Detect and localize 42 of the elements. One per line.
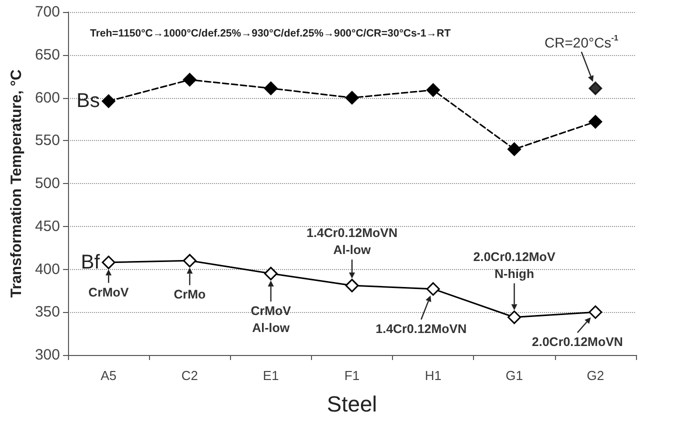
annotation: CrMoV Al-low (250, 304, 292, 336)
point (508, 142, 522, 156)
x-tick-label: G1 (506, 368, 523, 383)
y-axis-title: Transformation Temperature, °C (8, 69, 25, 298)
point (345, 91, 359, 104)
annotation: 2.0Cr0.12MoVN (532, 335, 623, 350)
x-axis-title: Steel (326, 392, 378, 416)
point (508, 310, 522, 324)
x-tick-label: A5 (100, 368, 117, 383)
y-tick-label: 500 (34, 175, 60, 192)
point (102, 256, 116, 270)
y-tick-label: 550 (34, 132, 60, 150)
y-tick-label: 650 (34, 46, 60, 64)
x-tick-label: H1 (424, 368, 442, 383)
annotation: Treh=1150°C→1000°C/def.25%→930°C/def.25%→900°C/CR=30°Cs-1→RT (90, 28, 452, 40)
y-tick-label: 700 (34, 4, 60, 20)
series-label: Bs (76, 90, 100, 112)
point (426, 282, 440, 296)
x-tick-label: E1 (262, 368, 279, 383)
annotation: CrMo (174, 288, 206, 302)
series-label: Bf (80, 251, 100, 274)
annotation: CrMoV (88, 285, 130, 300)
y-tick-label: 600 (34, 89, 60, 106)
point (264, 82, 278, 96)
y-tick-label: 450 (34, 218, 60, 235)
annotation: 2.0Cr0.12MoV N-high (473, 250, 556, 281)
x-tick-label: C2 (181, 368, 198, 383)
point (264, 266, 278, 280)
x-tick-label: G2 (586, 368, 604, 383)
point (426, 83, 440, 97)
y-tick-label: 300 (34, 346, 60, 364)
x-tick-label: F1 (344, 368, 360, 383)
point (345, 278, 359, 292)
y-tick-label: 400 (34, 260, 60, 278)
point (182, 72, 196, 86)
annotation: 1.4Cr0.12MoVN (376, 322, 467, 336)
point (588, 305, 602, 319)
y-tick-label: 350 (34, 304, 60, 321)
annotation: 1.4Cr0.12MoVN Al-low (306, 226, 398, 258)
point (182, 254, 196, 268)
point (588, 115, 602, 129)
point (102, 94, 116, 108)
